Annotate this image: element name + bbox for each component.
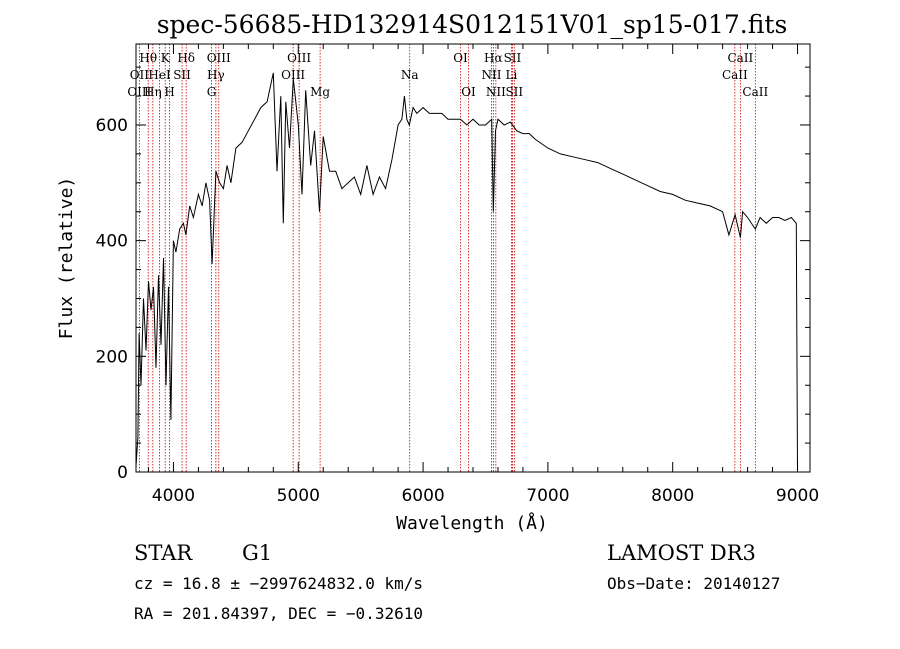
emission-line-label: OIII: [281, 68, 305, 82]
emission-lines: [138, 44, 756, 472]
emission-line-label: HeI: [148, 68, 171, 82]
emission-line-label: OI: [453, 51, 468, 65]
axis-ticks: [136, 44, 810, 473]
redshift-readout: cz = 16.8 ± −2997624832.0 km/s: [134, 574, 423, 593]
y-tick-label: 200: [96, 347, 128, 367]
x-tick-label: 4000: [152, 486, 195, 506]
y-tick-label: 0: [117, 463, 128, 483]
coordinates-readout: RA = 201.84397, DEC = −0.32610: [134, 604, 423, 623]
emission-line-label: H: [164, 85, 174, 99]
emission-line-label: OII: [130, 68, 150, 82]
y-tick-label: 600: [96, 116, 128, 136]
spectrum-series: [135, 72, 798, 473]
emission-line-label: SII: [505, 85, 523, 99]
emission-line-label: Na: [401, 68, 419, 82]
emission-line-label: SII: [173, 68, 191, 82]
x-tick-label: 8000: [651, 486, 694, 506]
emission-line-label: Hα: [484, 51, 503, 65]
emission-line-label: Li: [506, 68, 518, 82]
chart-title: spec-56685-HD132914S012151V01_sp15-017.f…: [157, 10, 788, 39]
x-tick-label: 5000: [277, 486, 320, 506]
emission-line-label: Hδ: [177, 51, 195, 65]
emission-line-label: OIII: [207, 51, 231, 65]
emission-line-label: NII: [481, 68, 501, 82]
y-axis-label: Flux (relative): [56, 177, 77, 340]
emission-line-label: Hη: [144, 85, 162, 99]
axis-tick-labels: 4000 5000 6000 7000 8000 9000 0 200 400 600: [96, 116, 820, 506]
emission-line-labels: Hθ OII OIII K HeI Hη SII H Hδ OIII Hγ G OIII OIII Mg Na…: [127, 51, 768, 99]
emission-line-label: Mg: [310, 85, 330, 99]
emission-line-label: CaII: [722, 68, 748, 82]
emission-line-label: Hγ: [207, 68, 225, 82]
object-subclass: G1: [242, 541, 272, 565]
x-tick-label: 9000: [776, 486, 819, 506]
object-class: STAR: [134, 541, 193, 565]
emission-line-label: CaII: [742, 85, 768, 99]
plot-frame: [135, 43, 811, 473]
x-axis-label: Wavelength (Å): [396, 512, 548, 534]
y-tick-label: 400: [96, 232, 128, 252]
emission-line-label: SII: [504, 51, 522, 65]
x-tick-label: 6000: [401, 486, 444, 506]
survey-name: LAMOST DR3: [607, 541, 756, 565]
emission-line-label: Hθ: [139, 51, 157, 65]
obs-date: Obs−Date: 20140127: [607, 574, 780, 593]
emission-line-label: CaII: [727, 51, 753, 65]
emission-line-label: K: [161, 51, 171, 65]
emission-line-label: NII: [486, 85, 506, 99]
emission-line-label: G: [207, 85, 217, 99]
emission-line-label: OIII: [127, 85, 151, 99]
x-tick-label: 7000: [526, 486, 569, 506]
emission-line-label: OI: [461, 85, 476, 99]
emission-line-label: OIII: [287, 51, 311, 65]
